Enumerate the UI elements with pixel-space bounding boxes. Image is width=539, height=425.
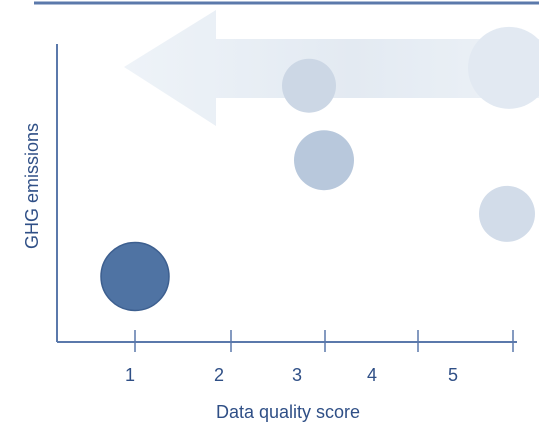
x-tick-label: 5 [448, 365, 458, 385]
x-tick-label: 3 [292, 365, 302, 385]
data-point [282, 58, 336, 113]
data-point [294, 130, 354, 191]
x-axis-title: Data quality score [216, 402, 360, 422]
data-point [479, 185, 535, 242]
direction-arrow [124, 10, 539, 126]
x-tick-label: 1 [125, 365, 135, 385]
data-point [468, 26, 539, 109]
x-axis-tick-labels: 1 2 3 4 5 [125, 365, 458, 385]
x-tick-label: 4 [367, 365, 377, 385]
data-points [100, 26, 539, 312]
data-point [100, 241, 170, 312]
chart-plot: 1 2 3 4 5 [56, 26, 539, 385]
y-axis-title: GHG emissions [22, 123, 42, 249]
arrow-shape [124, 10, 539, 126]
x-tick-label: 2 [214, 365, 224, 385]
x-axis-ticks [134, 330, 514, 352]
